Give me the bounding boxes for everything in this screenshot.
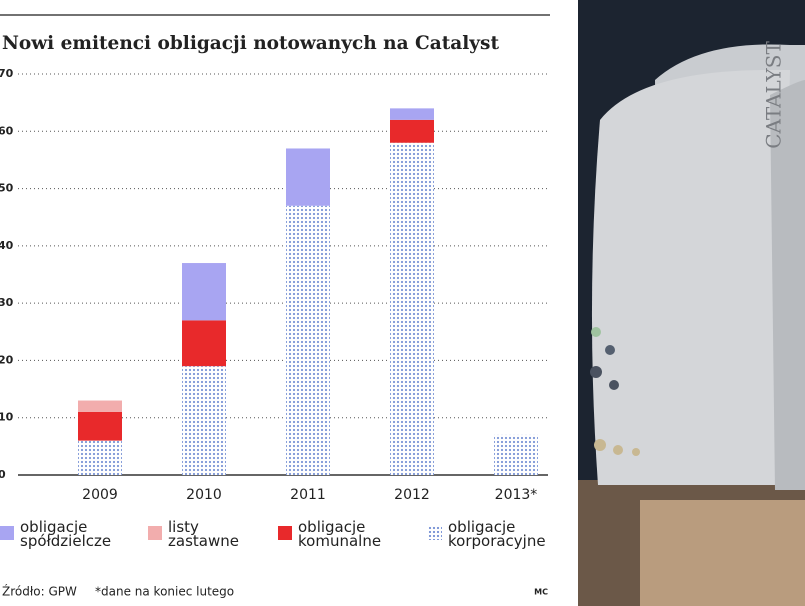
legend-swatch bbox=[428, 526, 442, 540]
chart-title: Nowi emitenci obligacji notowanych na Ca… bbox=[2, 33, 499, 54]
legend-label: obligacje spółdzielcze bbox=[20, 518, 112, 550]
legend-label: listy zastawne bbox=[168, 518, 239, 550]
x-tick-label: 2013* bbox=[495, 487, 538, 503]
bar-segment bbox=[78, 440, 122, 475]
legend-label: obligacje komunalne bbox=[298, 518, 382, 550]
source: Źródło: GPW bbox=[2, 584, 77, 599]
photo: CATALYST bbox=[578, 0, 805, 606]
bar-segment bbox=[182, 366, 226, 475]
bar-segment bbox=[390, 108, 434, 120]
bar-segment bbox=[78, 411, 122, 441]
bar-segment bbox=[182, 320, 226, 367]
y-tick-label: 20 bbox=[0, 353, 14, 366]
y-tick-label: 0 bbox=[0, 468, 6, 481]
bar-segment bbox=[494, 434, 538, 475]
bar-segment bbox=[286, 205, 330, 475]
x-tick-label: 2009 bbox=[82, 487, 118, 503]
legend-swatch bbox=[148, 526, 162, 540]
x-tick-label: 2011 bbox=[290, 487, 326, 503]
legend-label: obligacje korporacyjne bbox=[448, 518, 546, 550]
bar-segment bbox=[182, 263, 226, 321]
y-tick-label: 70 bbox=[0, 67, 14, 80]
y-tick-label: 40 bbox=[0, 239, 14, 252]
legend-swatch bbox=[0, 526, 14, 540]
legend-swatch bbox=[278, 526, 292, 540]
y-tick-label: 60 bbox=[0, 124, 14, 137]
bar-segment bbox=[286, 148, 330, 206]
x-tick-label: 2012 bbox=[394, 487, 430, 503]
bar-segment bbox=[390, 119, 434, 143]
y-tick-label: 10 bbox=[0, 411, 14, 424]
y-tick-label: 50 bbox=[0, 182, 14, 195]
note: *dane na koniec lutego bbox=[95, 585, 234, 599]
author: MC bbox=[534, 588, 548, 597]
x-tick-label: 2010 bbox=[186, 487, 222, 503]
bar-segment bbox=[390, 142, 434, 475]
photo-text: CATALYST bbox=[762, 41, 786, 149]
y-tick-label: 30 bbox=[0, 296, 14, 309]
bar-segment bbox=[78, 400, 122, 412]
